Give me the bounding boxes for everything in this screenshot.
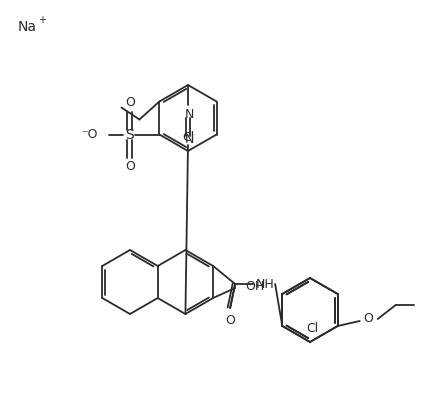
Text: Cl: Cl — [306, 322, 318, 335]
Text: ⁻O: ⁻O — [81, 128, 97, 141]
Text: OH: OH — [245, 279, 265, 292]
Text: O: O — [363, 312, 373, 325]
Text: S: S — [125, 128, 134, 141]
Text: O: O — [125, 96, 135, 109]
Text: O: O — [225, 314, 235, 327]
Text: Na: Na — [18, 20, 37, 34]
Text: +: + — [38, 15, 46, 25]
Text: N: N — [184, 108, 194, 121]
Text: N: N — [184, 132, 194, 145]
Text: O: O — [125, 160, 135, 173]
Text: NH: NH — [256, 277, 275, 290]
Text: Cl: Cl — [182, 130, 194, 143]
